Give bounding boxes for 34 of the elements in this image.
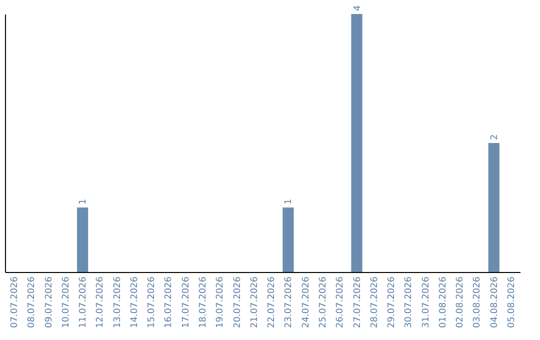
data-label: 1 — [78, 198, 89, 204]
x-tick-label: 18.07.2026 — [198, 276, 209, 328]
x-tick-label: 01.08.2026 — [438, 276, 448, 328]
x-tick-label: 13.07.2026 — [112, 276, 123, 328]
data-label: 4 — [352, 5, 363, 11]
x-tick-label: 09.07.2026 — [44, 276, 54, 328]
x-tick-label: 03.08.2026 — [472, 276, 483, 328]
x-tick-label: 14.07.2026 — [130, 276, 140, 328]
x-tick-label: 25.07.2026 — [318, 276, 328, 328]
data-label: 2 — [490, 134, 500, 140]
x-tick-label: 28.07.2026 — [370, 276, 380, 328]
x-tick-label: 04.08.2026 — [490, 276, 500, 328]
x-tick-label: 02.08.2026 — [456, 276, 466, 328]
x-tick-label: 10.07.2026 — [61, 276, 72, 328]
x-tick-label: 26.07.2026 — [336, 276, 346, 328]
x-tick-label: 17.07.2026 — [181, 276, 192, 328]
x-tick-label: 27.07.2026 — [352, 276, 363, 328]
x-tick-label: 07.07.2026 — [10, 276, 20, 328]
x-tick-label: 16.07.2026 — [164, 276, 174, 328]
x-tick-label: 08.07.2026 — [27, 276, 38, 328]
data-label: 1 — [284, 198, 294, 204]
x-tick-label: 31.07.2026 — [421, 276, 432, 328]
x-tick-label: 11.07.2026 — [78, 276, 89, 328]
x-tick-label: 20.07.2026 — [232, 276, 243, 328]
x-tick-label: 19.07.2026 — [216, 276, 226, 328]
x-tick-label: 23.07.2026 — [284, 276, 294, 328]
x-tick-label: 12.07.2026 — [96, 276, 106, 328]
x-tick-label: 24.07.2026 — [301, 276, 312, 328]
x-tick-label: 29.07.2026 — [387, 276, 398, 328]
x-tick-label: 21.07.2026 — [250, 276, 260, 328]
x-tick-label: 05.08.2026 — [507, 276, 518, 328]
x-tick-label: 30.07.2026 — [404, 276, 414, 328]
x-tick-label: 22.07.2026 — [267, 276, 278, 328]
x-tick-label: 15.07.2026 — [147, 276, 158, 328]
